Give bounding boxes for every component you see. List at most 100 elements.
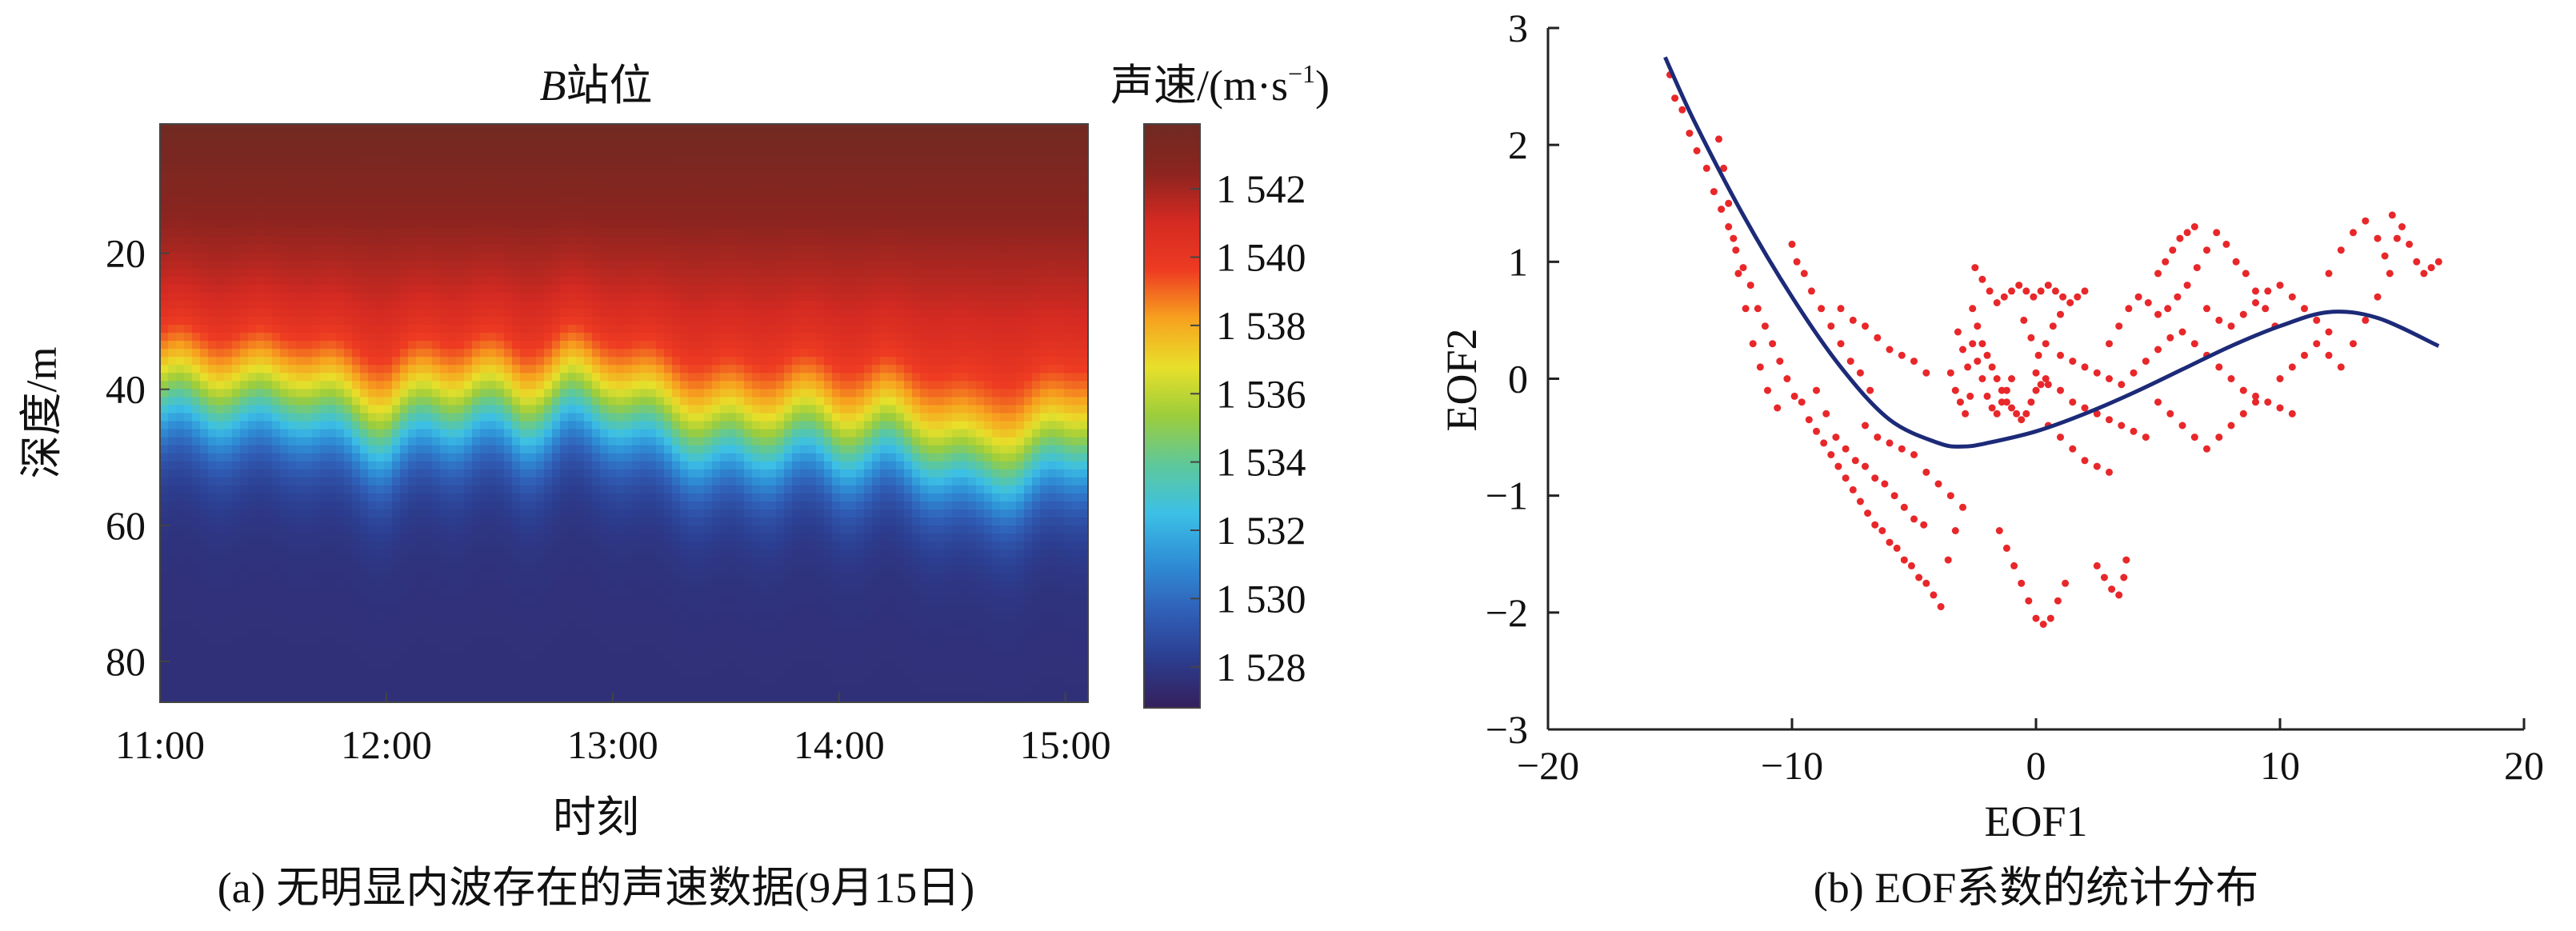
heatmap-cell (496, 228, 505, 238)
heatmap-cell (336, 533, 345, 542)
heatmap-cell (696, 445, 705, 454)
heatmap-cell (600, 164, 609, 173)
heatmap-cell (544, 637, 553, 647)
heatmap-cell (504, 300, 513, 310)
heatmap-cell (184, 557, 193, 566)
heatmap-cell (192, 365, 201, 374)
heatmap-cell (456, 597, 465, 607)
heatmap-cell (640, 132, 649, 141)
heatmap-cell (216, 533, 225, 542)
heatmap-cell (208, 276, 217, 286)
heatmap-cell (712, 148, 721, 157)
heatmap-cell (328, 677, 337, 687)
heatmap-cell (704, 413, 713, 422)
heatmap-cell (640, 300, 649, 310)
heatmap-cell (552, 685, 561, 695)
heatmap-cell (512, 653, 521, 663)
heatmap-cell (584, 541, 593, 550)
heatmap-cell (472, 669, 481, 679)
heatmap-cell (352, 308, 361, 318)
heatmap-cell (488, 132, 497, 141)
heatmap-cell (424, 629, 433, 639)
heatmap-cell (424, 381, 433, 390)
heatmap-cell (232, 565, 241, 574)
heatmap-cell (416, 188, 425, 197)
heatmap-cell (272, 509, 281, 518)
heatmap-cell (624, 565, 633, 574)
heatmap-cell (312, 485, 321, 494)
heatmap-cell (440, 220, 449, 230)
heatmap-cell (248, 477, 257, 486)
heatmap-cell (528, 180, 537, 189)
heatmap-cell (648, 140, 657, 149)
heatmap-cell (560, 228, 569, 238)
heatmap-cell (456, 653, 465, 663)
heatmap-cell (296, 493, 305, 502)
heatmap-cell (640, 220, 649, 230)
heatmap-cell (664, 485, 673, 494)
heatmap-cell (160, 445, 169, 454)
heatmap-cell (376, 589, 385, 599)
heatmap-cell (256, 389, 265, 398)
heatmap-cell (520, 268, 529, 278)
heatmap-cell (304, 389, 313, 398)
heatmap-cell (368, 180, 377, 189)
heatmap-cell (560, 549, 569, 558)
heatmap-cell (480, 621, 489, 631)
heatmap-cell (600, 333, 609, 342)
heatmap-cell (296, 124, 305, 133)
heatmap-cell (440, 300, 449, 310)
heatmap-cell (480, 597, 489, 607)
heatmap-cell (392, 589, 401, 599)
heatmap-cell (176, 645, 185, 655)
heatmap-cell (160, 132, 169, 141)
heatmap-cell (456, 549, 465, 558)
heatmap-cell (352, 477, 361, 486)
heatmap-cell (168, 629, 177, 639)
heatmap-cell (320, 204, 329, 214)
heatmap-cell (376, 445, 385, 454)
heatmap-cell (336, 397, 345, 406)
heatmap-cell (544, 260, 553, 270)
heatmap-cell (168, 541, 177, 550)
heatmap-cell (256, 477, 265, 486)
heatmap-cell (560, 565, 569, 574)
heatmap-cell (328, 637, 337, 647)
heatmap-cell (560, 244, 569, 254)
heatmap-cell (536, 453, 545, 462)
heatmap-cell (328, 589, 337, 599)
heatmap-cell (248, 413, 257, 422)
heatmap-cell (600, 292, 609, 302)
heatmap-cell (544, 268, 553, 278)
heatmap-cell (264, 597, 273, 607)
heatmap-cell (272, 196, 281, 206)
heatmap-cell (192, 164, 201, 173)
heatmap-cell (696, 413, 705, 422)
heatmap-cell (216, 525, 225, 534)
heatmap-cell (648, 365, 657, 374)
heatmap-cell (224, 389, 233, 398)
heatmap-cell (160, 317, 169, 326)
heatmap-cell (288, 244, 297, 254)
heatmap-cell (400, 445, 409, 454)
heatmap-cell (312, 164, 321, 173)
heatmap-cell (664, 693, 673, 703)
heatmap-cell (704, 549, 713, 558)
heatmap-cell (712, 140, 721, 149)
heatmap-cell (448, 284, 457, 294)
heatmap-cell (168, 429, 177, 438)
heatmap-cell (360, 373, 369, 382)
heatmap-cell (432, 164, 441, 173)
heatmap-cell (600, 597, 609, 607)
heatmap-cell (184, 349, 193, 358)
heatmap-cell (176, 236, 185, 246)
heatmap-cell (400, 485, 409, 494)
heatmap-cell (416, 653, 425, 663)
heatmap-cell (296, 365, 305, 374)
heatmap-cell (624, 389, 633, 398)
heatmap-cell (656, 325, 665, 334)
heatmap-cell (608, 653, 617, 663)
heatmap-cell (320, 220, 329, 230)
heatmap-cell (648, 397, 657, 406)
heatmap-cell (560, 533, 569, 542)
